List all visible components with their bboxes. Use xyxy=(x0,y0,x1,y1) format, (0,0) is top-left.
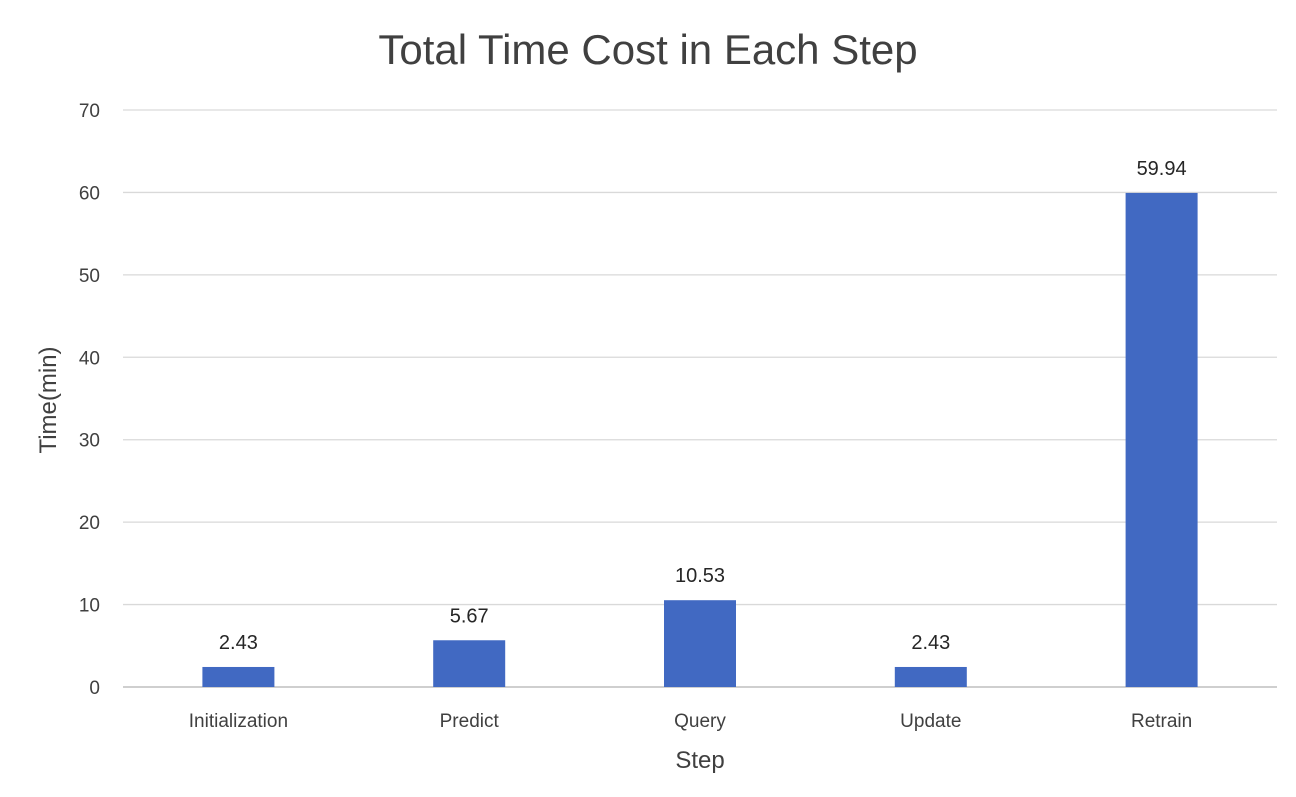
bar xyxy=(894,666,967,687)
x-tick-label: Query xyxy=(674,711,726,732)
y-tick-label: 10 xyxy=(79,596,100,617)
bar xyxy=(664,600,736,687)
bar xyxy=(433,640,506,687)
x-tick-label: Update xyxy=(900,711,961,732)
chart-title: Total Time Cost in Each Step xyxy=(378,26,917,73)
y-tick-label: 50 xyxy=(79,266,100,287)
y-tick-label: 60 xyxy=(79,183,100,204)
data-label: 2.43 xyxy=(911,632,950,654)
y-axis-title: Time(min) xyxy=(35,346,62,453)
data-labels: 2.43 5.67 10.53 2.43 59.94 xyxy=(219,158,1187,654)
y-tick-label: 20 xyxy=(79,513,100,534)
bar xyxy=(1125,192,1198,687)
y-tick-label: 0 xyxy=(89,678,100,699)
data-label: 5.67 xyxy=(450,605,489,627)
y-tick-label: 70 xyxy=(79,101,100,122)
data-label: 2.43 xyxy=(219,632,258,654)
x-axis-ticks: Initialization Predict Query Update Retrain xyxy=(189,711,1192,732)
y-tick-label: 40 xyxy=(79,348,100,369)
bar xyxy=(202,666,275,687)
x-tick-label: Initialization xyxy=(189,711,288,732)
y-axis-ticks: 0 10 20 30 40 50 60 70 xyxy=(79,101,100,699)
x-tick-label: Predict xyxy=(440,711,500,732)
data-label: 10.53 xyxy=(675,565,725,587)
gridlines xyxy=(123,109,1277,688)
y-tick-label: 30 xyxy=(79,431,100,452)
bars xyxy=(202,192,1198,687)
x-axis-title: Step xyxy=(675,747,724,774)
x-tick-label: Retrain xyxy=(1131,711,1192,732)
data-label: 59.94 xyxy=(1137,158,1187,180)
